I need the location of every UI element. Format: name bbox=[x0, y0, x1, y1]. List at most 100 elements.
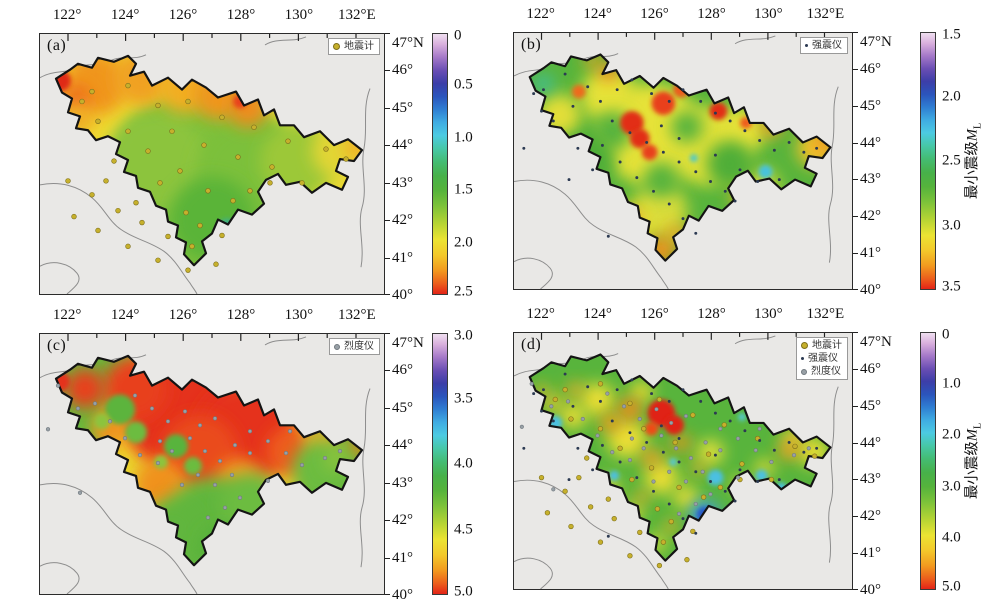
lon-tick-label: 132°E bbox=[806, 306, 845, 322]
lat-tick-mark bbox=[853, 553, 858, 555]
station-legend: 地震计 bbox=[328, 38, 380, 55]
lon-tick-label: 122° bbox=[526, 306, 555, 322]
lat-tick-label: 44° bbox=[392, 137, 413, 154]
lon-tick-marks bbox=[540, 333, 826, 340]
colorbar-tick-label: 1.0 bbox=[942, 375, 961, 392]
lat-tick-mark bbox=[385, 257, 390, 259]
lon-tick-label: 128° bbox=[226, 7, 256, 23]
lon-tick-label: 124° bbox=[110, 307, 140, 323]
unit-label-text: 最小震级 bbox=[964, 141, 981, 200]
province-outline bbox=[528, 53, 832, 262]
colorbar-tick-label: 2.0 bbox=[942, 426, 961, 443]
legend-row: 烈度仪 bbox=[334, 340, 374, 353]
lon-tick-label: 126° bbox=[168, 307, 198, 323]
colorbar-tick-label: 2.0 bbox=[454, 234, 473, 251]
legend-label: 地震计 bbox=[812, 340, 842, 351]
colorbar-tick-label: 0 bbox=[454, 27, 462, 44]
panel-label: (c) bbox=[47, 337, 67, 354]
colorbar-tick-label: 2.5 bbox=[942, 152, 961, 169]
stations-intensity bbox=[75, 393, 343, 520]
colorbar-tick-label: 5.0 bbox=[942, 578, 961, 595]
map-canvas bbox=[40, 334, 371, 594]
panel-label: (a) bbox=[47, 37, 67, 54]
seismometer-marker-icon bbox=[801, 342, 808, 349]
intensity-marker-icon bbox=[334, 343, 340, 350]
lat-tick-mark bbox=[385, 370, 390, 372]
lat-tick-mark bbox=[853, 253, 858, 255]
lat-tick-label: 46° bbox=[860, 60, 881, 77]
lat-tick-mark bbox=[385, 145, 390, 147]
lat-tick-mark bbox=[853, 442, 858, 444]
lat-tick-mark bbox=[853, 68, 858, 70]
lat-tick-mark bbox=[853, 142, 858, 144]
magnitude-field bbox=[534, 380, 829, 552]
legend-row: 烈度仪 bbox=[801, 365, 842, 378]
lat-tick-label: 42° bbox=[860, 508, 881, 525]
colorbar-tick-label: 2.0 bbox=[942, 88, 961, 104]
lat-tick-mark bbox=[853, 368, 858, 370]
stations-strong_out bbox=[522, 92, 610, 238]
strong_motion-marker-icon bbox=[801, 357, 804, 360]
colorbar bbox=[920, 332, 936, 590]
lat-tick-label: 43° bbox=[392, 474, 413, 491]
magnitude-field bbox=[56, 355, 362, 566]
lon-tick-label: 124° bbox=[583, 6, 612, 22]
lon-tick-marks bbox=[540, 33, 826, 40]
lon-tick-marks bbox=[67, 34, 357, 41]
province-fill bbox=[56, 355, 362, 566]
map-area: (a) 地震计 bbox=[39, 33, 385, 295]
lon-tick-label: 130° bbox=[754, 6, 783, 22]
seismometer-marker-icon bbox=[333, 43, 340, 50]
colorbar-tick-label: 3.5 bbox=[942, 278, 961, 295]
colorbar-tick-label: 4.0 bbox=[942, 529, 961, 546]
lat-tick-label: 45° bbox=[392, 399, 413, 416]
lat-tick-mark bbox=[853, 179, 858, 181]
lat-tick-mark bbox=[385, 445, 390, 447]
lat-tick-mark bbox=[853, 216, 858, 218]
province-outline bbox=[54, 54, 364, 267]
lat-tick-mark bbox=[385, 557, 390, 559]
lat-tick-label: 43° bbox=[860, 471, 881, 488]
station-legend: 烈度仪 bbox=[329, 338, 380, 355]
coastlines bbox=[40, 336, 371, 594]
stations-strong_motion bbox=[540, 372, 819, 535]
lon-tick-label: 130° bbox=[284, 7, 314, 23]
lat-tick-mark bbox=[385, 333, 390, 334]
station-legend: 地震计 强震仪 烈度仪 bbox=[796, 337, 848, 380]
lon-tick-label: 132°E bbox=[337, 307, 376, 323]
lat-tick-mark bbox=[853, 332, 858, 333]
lat-tick-mark bbox=[385, 70, 390, 72]
lat-tick-label: 47°N bbox=[860, 334, 892, 350]
lat-tick-label: 40° bbox=[392, 287, 413, 303]
lat-tick-label: 45° bbox=[860, 97, 881, 114]
lon-tick-label: 126° bbox=[640, 6, 669, 22]
lat-tick-label: 47°N bbox=[860, 34, 892, 50]
lat-tick-label: 47°N bbox=[392, 35, 424, 51]
map-area: (d) 地震计 强震仪 烈度仪 bbox=[513, 332, 853, 590]
lon-tick-label: 122° bbox=[52, 307, 82, 323]
stations-strong_motion bbox=[540, 72, 819, 235]
lon-tick-label: 132°E bbox=[337, 7, 376, 23]
lat-tick-mark bbox=[385, 182, 390, 184]
lat-tick-mark bbox=[385, 294, 390, 295]
lat-tick-label: 41° bbox=[860, 545, 881, 562]
stations-intensity_out bbox=[45, 383, 83, 495]
lat-tick-mark bbox=[385, 594, 390, 595]
map-canvas bbox=[40, 34, 371, 294]
lat-tick-mark bbox=[385, 33, 390, 34]
legend-label: 强震仪 bbox=[812, 40, 842, 51]
colorbar-tick-label: 2.5 bbox=[454, 283, 473, 300]
lat-tick-label: 47°N bbox=[392, 335, 424, 351]
lat-tick-label: 44° bbox=[860, 134, 881, 151]
lat-tick-label: 42° bbox=[392, 212, 413, 229]
